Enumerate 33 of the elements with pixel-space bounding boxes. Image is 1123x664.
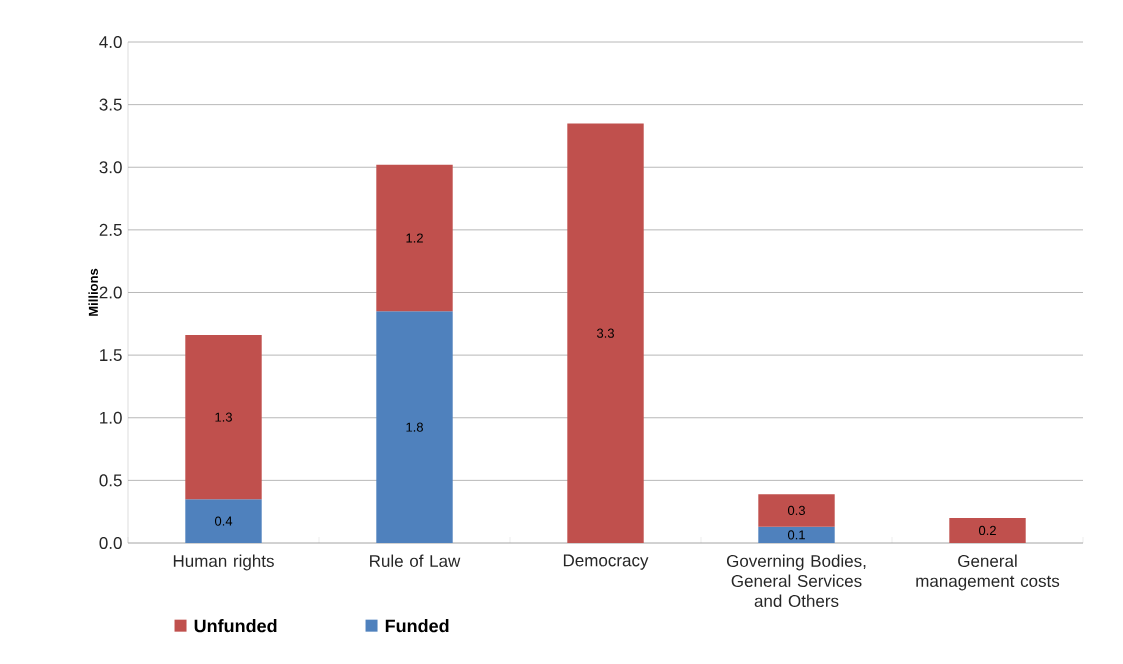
bar xyxy=(185,335,262,500)
y-tick-label: 0.0 xyxy=(99,536,122,550)
x-tick-label: Human rights xyxy=(173,554,274,571)
legend-label: Unfunded xyxy=(194,619,277,633)
x-tick-label: Governing Bodies, General Services and Others xyxy=(726,554,866,608)
data-label: 1.2 xyxy=(406,233,423,243)
data-label: 0.4 xyxy=(214,516,233,526)
bar xyxy=(567,123,644,543)
legend-label: Funded xyxy=(385,619,449,633)
bar xyxy=(376,311,453,543)
data-label: 0.1 xyxy=(787,530,805,540)
bar xyxy=(758,494,835,527)
y-tick-label: 3.0 xyxy=(99,161,122,174)
x-tick-label: General management costs xyxy=(916,554,1060,591)
data-label: 1.3 xyxy=(215,412,232,422)
y-tick-label: 3.5 xyxy=(99,98,122,111)
bar xyxy=(376,164,453,312)
y-tick-label: 1.5 xyxy=(100,349,122,362)
data-label: 1.8 xyxy=(406,422,423,432)
y-tick-label: 1.0 xyxy=(100,411,122,424)
y-tick-label: 4.0 xyxy=(99,35,122,49)
y-tick-label: 2.5 xyxy=(99,223,122,236)
y-axis-title: Millions xyxy=(88,268,98,316)
bar xyxy=(758,526,835,543)
bar xyxy=(949,517,1026,543)
y-tick-label: 0.5 xyxy=(99,474,122,487)
data-label: 0.3 xyxy=(787,505,805,516)
data-label: 0.2 xyxy=(978,525,996,536)
data-label: 3.3 xyxy=(596,328,614,338)
y-tick-label: 2.0 xyxy=(99,286,122,299)
bar xyxy=(185,499,262,543)
x-tick-label: Rule of Law xyxy=(370,554,461,568)
x-tick-label: Democracy xyxy=(563,554,649,570)
